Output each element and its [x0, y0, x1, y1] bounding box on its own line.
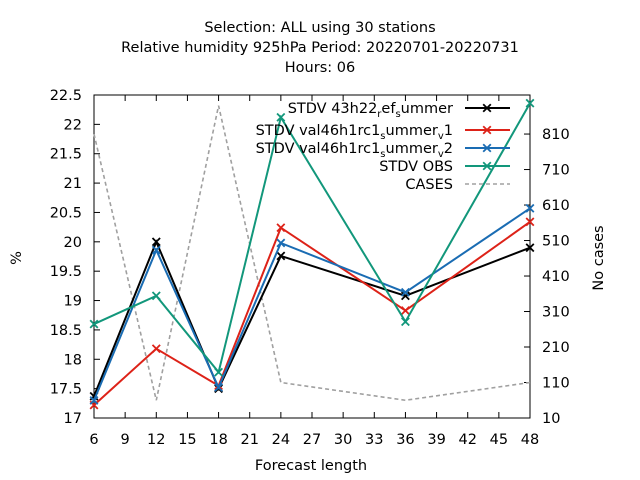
series-line	[93, 102, 531, 375]
x-tick-label: 12	[147, 432, 165, 448]
series-4	[89, 98, 535, 377]
y2-axis-label: No cases	[591, 225, 607, 290]
data-point	[525, 98, 535, 108]
x-tick-label: 24	[272, 432, 290, 448]
x-tick-label: 9	[121, 432, 130, 448]
x-tick-label: 6	[89, 432, 98, 448]
series-line	[93, 239, 531, 397]
legend-label: STDV OBS	[379, 159, 453, 175]
data-point	[151, 344, 161, 354]
x-tick-label: 45	[490, 432, 508, 448]
y-tick-label: 17.5	[50, 382, 82, 398]
data-point	[151, 237, 161, 247]
x-axis: 6 9 12 15 18 21 24 27 30 33 36 39 42 45 48	[89, 95, 539, 448]
title-line-3: Hours: 06	[285, 60, 355, 76]
y2-tick-label: 410	[542, 269, 570, 285]
data-point	[400, 317, 410, 327]
x-tick-label: 30	[334, 432, 352, 448]
y-tick-label: 22.5	[50, 88, 82, 104]
legend-marker	[482, 143, 492, 153]
title-line-1: Selection: ALL using 30 stations	[204, 20, 435, 36]
data-point	[400, 287, 410, 297]
y-tick-label: 21	[64, 176, 82, 192]
y-tick-label: 20.5	[50, 205, 82, 221]
series-line	[93, 221, 531, 406]
legend-marker	[482, 125, 492, 135]
legend-label-cases: CASES	[405, 177, 453, 193]
y2-tick-label: 810	[542, 127, 570, 143]
x-tick-label: 15	[178, 432, 196, 448]
y-tick-label: 19	[64, 294, 82, 310]
title-line-2: Relative humidity 925hPa Period: 2022070…	[121, 40, 519, 56]
y2-tick-label: 110	[542, 376, 570, 392]
y-axis-label: %	[9, 251, 25, 265]
y2-tick-label: 210	[542, 340, 570, 356]
x-tick-label: 39	[427, 432, 445, 448]
y-tick-label: 18.5	[50, 323, 82, 339]
x-tick-label: 36	[396, 432, 414, 448]
data-point	[214, 383, 224, 392]
data-point	[276, 238, 286, 248]
series-2	[89, 217, 535, 410]
legend-label: STDV val46h1rc1summerv2	[256, 141, 453, 160]
y2-tick-label: 610	[542, 198, 570, 214]
data-point	[151, 291, 161, 301]
series-3	[89, 203, 535, 405]
x-tick-label: 18	[209, 432, 227, 448]
y-tick-label: 20	[64, 235, 82, 251]
data-point	[400, 291, 410, 301]
data-point	[89, 319, 99, 329]
data-point	[400, 306, 410, 315]
data-point	[151, 245, 161, 255]
series-layer	[89, 98, 535, 410]
x-tick-label: 33	[365, 432, 383, 448]
series-1	[89, 237, 535, 401]
y-tick-label: 19.5	[50, 264, 82, 280]
data-point	[276, 223, 286, 233]
chart-title: Selection: ALL using 30 stations Relativ…	[121, 20, 519, 76]
y2-tick-label: 10	[542, 411, 560, 427]
data-point	[525, 203, 535, 213]
data-point	[276, 112, 286, 122]
y2-tick-label: 310	[542, 305, 570, 321]
y-tick-label: 18	[64, 352, 82, 368]
legend-label: STDV val46h1rc1summerv1	[256, 123, 453, 142]
data-point	[525, 243, 535, 253]
x-tick-label: 42	[458, 432, 476, 448]
legend-marker	[482, 161, 492, 171]
y2-tick-label: 710	[542, 163, 570, 179]
x-tick-label: 21	[240, 432, 258, 448]
y-axis: 17 17.5 18 18.5 19 19.5 20 20.5 21 21.5 22 22.5	[50, 88, 100, 427]
data-point	[525, 217, 535, 227]
x-tick-label: 27	[303, 432, 321, 448]
x-axis-label: Forecast length	[255, 458, 367, 474]
legend-label: STDV 43h22refsummer	[288, 101, 453, 120]
data-point	[276, 251, 286, 261]
series-line	[93, 207, 531, 401]
y-tick-label: 22	[64, 117, 82, 133]
y-tick-label: 21.5	[50, 147, 82, 163]
data-point	[214, 367, 224, 377]
legend-marker	[482, 103, 492, 113]
y-tick-label: 17	[64, 411, 82, 427]
y2-tick-label: 510	[542, 234, 570, 250]
y2-axis: 10 110 210 310 410 510 610 710 810	[524, 127, 570, 427]
legend: STDV 43h22refsummer STDV val46h1rc1summer…	[256, 101, 510, 193]
x-tick-label: 48	[521, 432, 539, 448]
data-point	[89, 395, 99, 405]
